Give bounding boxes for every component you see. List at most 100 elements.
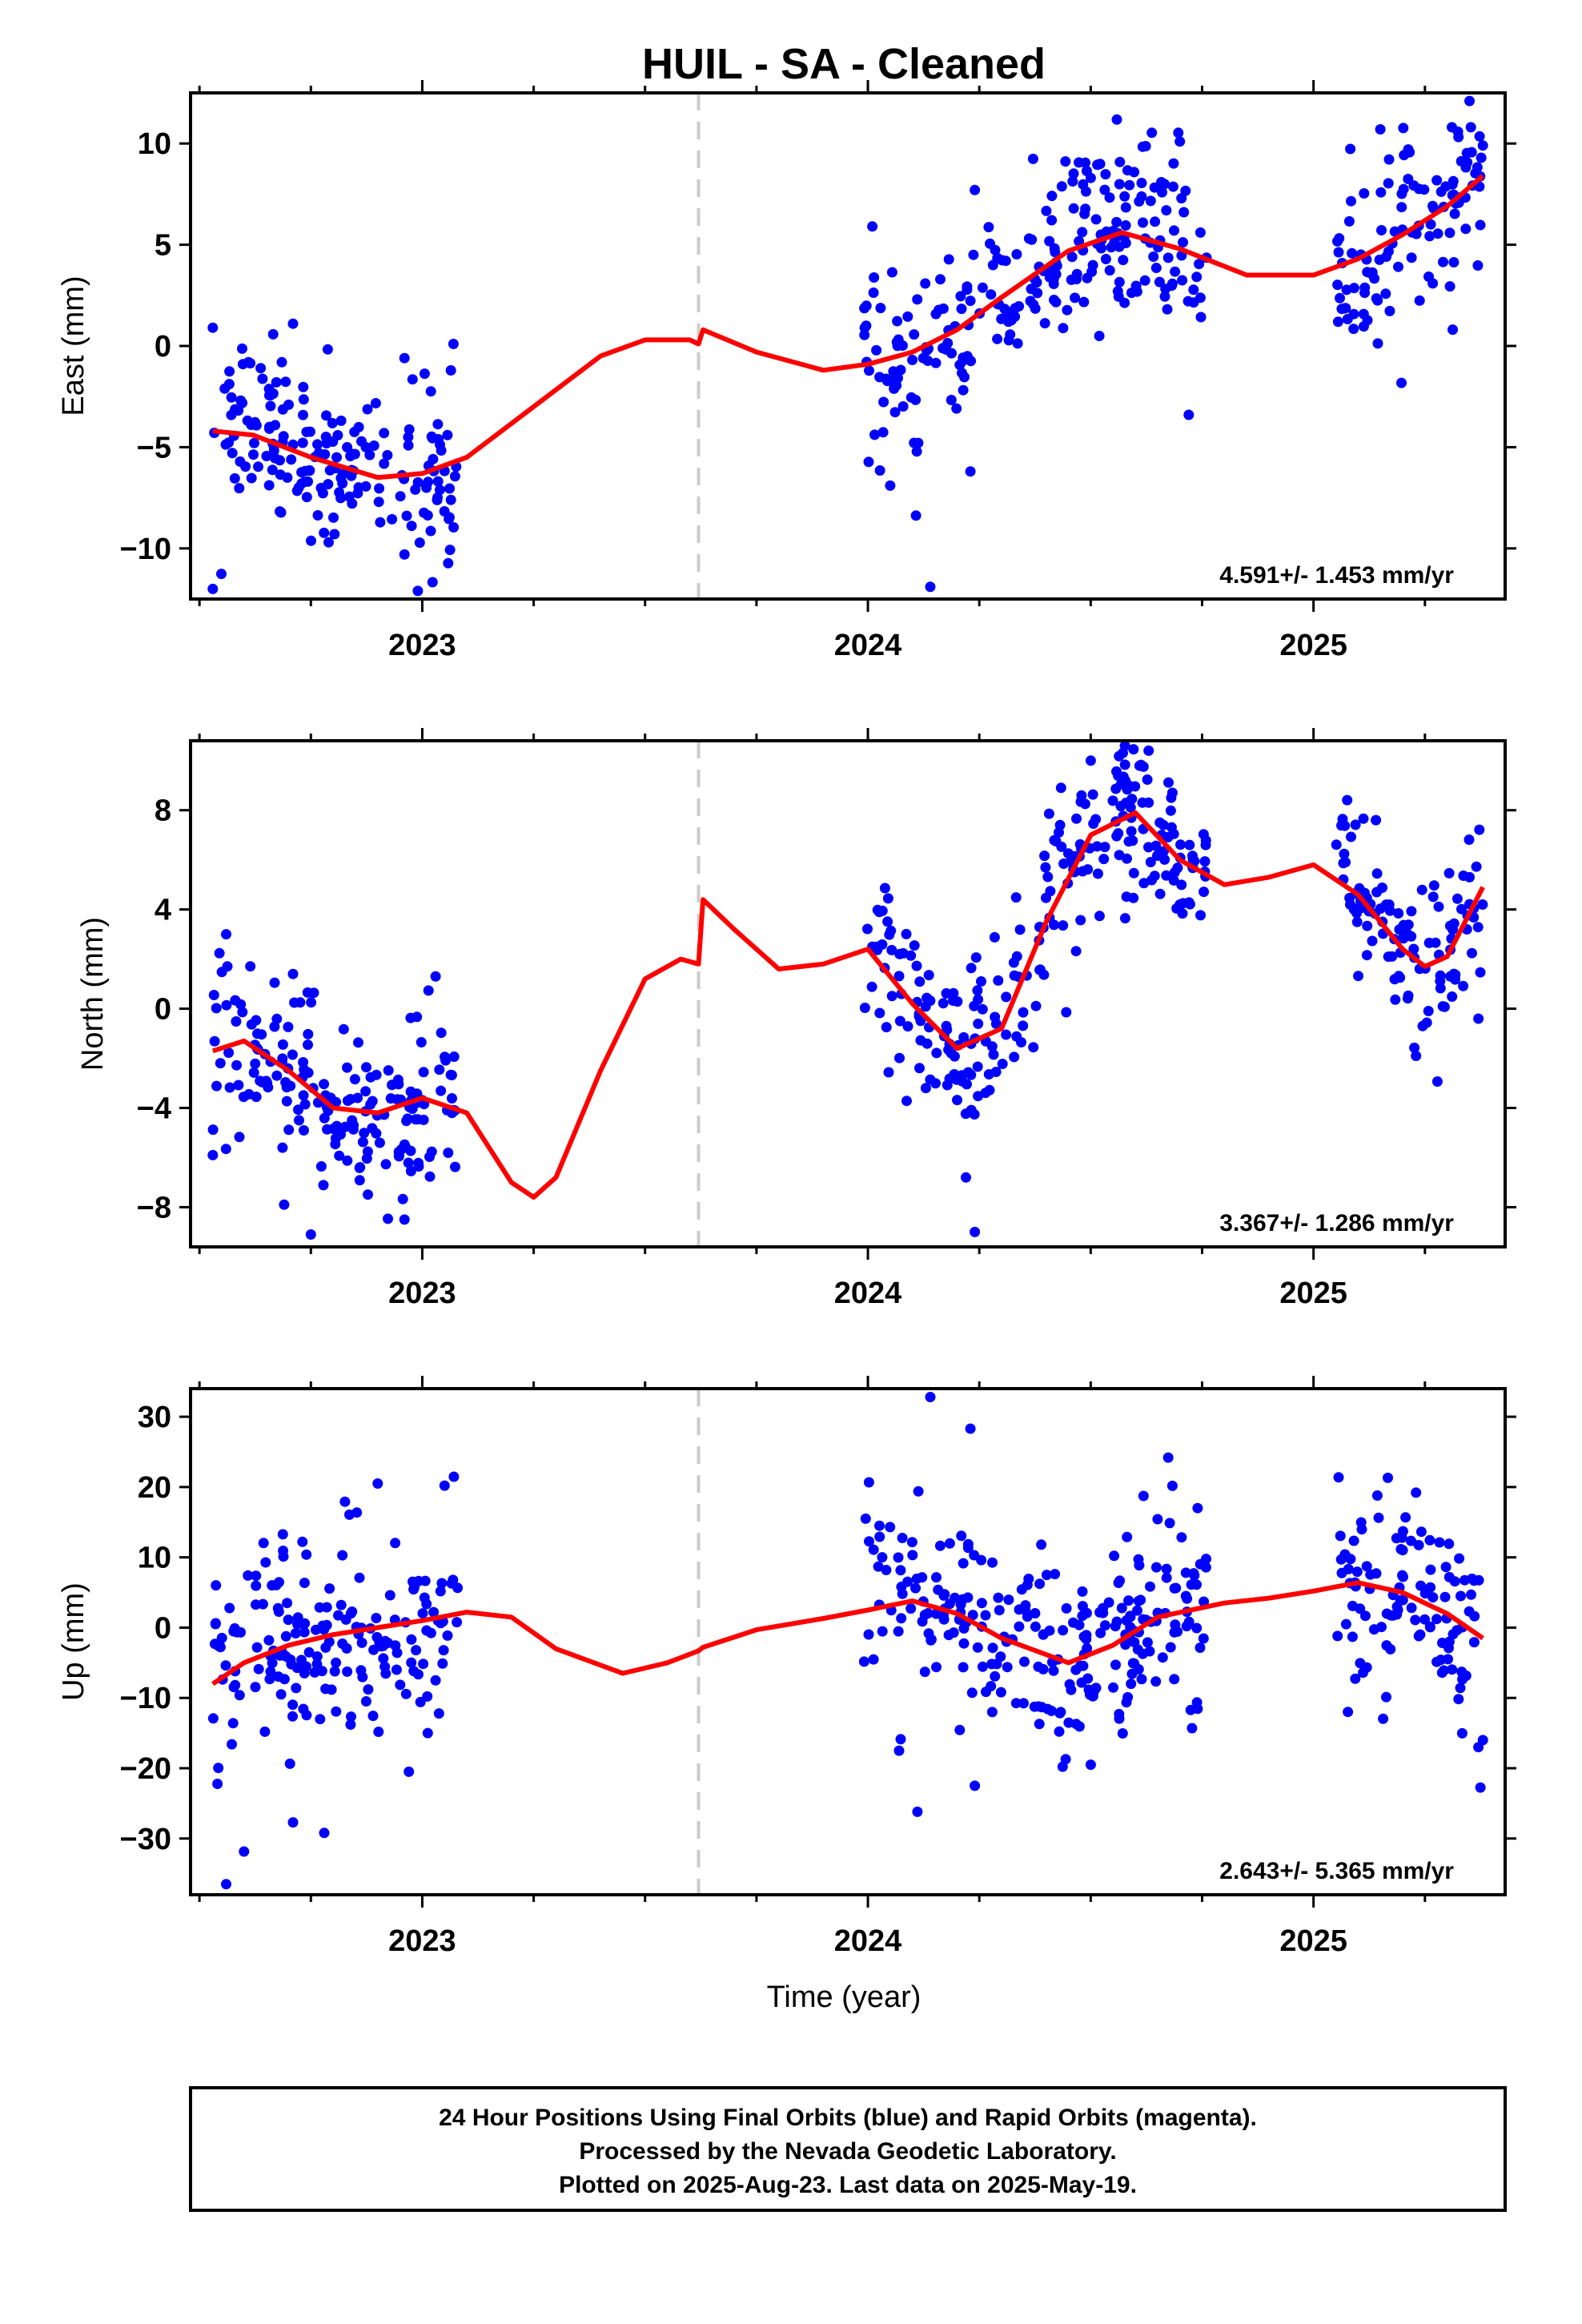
up-data-point bbox=[1034, 1578, 1046, 1590]
east-data-point bbox=[1383, 154, 1395, 165]
east-x-tick-label: 2024 bbox=[834, 629, 902, 662]
east-data-point bbox=[996, 313, 1007, 324]
east-data-point bbox=[1104, 265, 1115, 276]
north-data-point bbox=[1189, 855, 1200, 866]
north-data-point bbox=[1054, 819, 1066, 830]
east-data-point bbox=[382, 449, 393, 460]
up-data-point bbox=[1132, 1605, 1142, 1616]
east-data-point bbox=[229, 472, 240, 484]
east-data-point bbox=[432, 476, 444, 487]
up-data-point bbox=[315, 1714, 326, 1725]
north-data-point bbox=[1087, 789, 1098, 800]
east-data-point bbox=[1154, 276, 1165, 287]
east-data-point bbox=[1068, 168, 1079, 179]
north-data-point bbox=[208, 990, 219, 1000]
up-data-point bbox=[1398, 1571, 1408, 1582]
up-data-point bbox=[251, 1580, 262, 1591]
north-data-point bbox=[1371, 814, 1382, 826]
north-data-point bbox=[877, 939, 888, 950]
north-data-point bbox=[347, 1124, 359, 1135]
north-data-point bbox=[1115, 801, 1126, 812]
up-data-point bbox=[1355, 1658, 1366, 1669]
east-data-point bbox=[925, 581, 936, 593]
up-data-point bbox=[877, 1626, 888, 1637]
up-data-point bbox=[958, 1638, 970, 1649]
up-data-point bbox=[344, 1509, 355, 1520]
up-data-point bbox=[1365, 1569, 1376, 1580]
up-data-point bbox=[1434, 1537, 1445, 1548]
east-data-point bbox=[1396, 202, 1407, 213]
up-y-tick-label: 30 bbox=[138, 1401, 171, 1434]
north-data-point bbox=[1389, 974, 1400, 985]
north-data-point bbox=[446, 1070, 457, 1080]
east-data-point bbox=[1167, 181, 1178, 192]
east-data-point bbox=[224, 366, 235, 377]
north-data-point bbox=[393, 1079, 404, 1090]
east-data-point bbox=[897, 401, 909, 412]
north-data-point bbox=[1427, 891, 1439, 903]
east-data-point bbox=[352, 488, 363, 499]
north-data-point bbox=[1082, 864, 1094, 875]
north-data-point bbox=[1009, 1051, 1020, 1063]
north-data-point bbox=[305, 1229, 316, 1240]
up-data-point bbox=[1192, 1502, 1203, 1514]
up-data-point bbox=[1415, 1526, 1427, 1538]
up-x-tick-label: 2024 bbox=[834, 1924, 902, 1958]
up-data-point bbox=[339, 1496, 351, 1507]
east-data-point bbox=[869, 429, 880, 440]
up-data-point bbox=[319, 1827, 330, 1839]
north-data-point bbox=[1200, 839, 1211, 850]
north-data-point bbox=[1146, 875, 1157, 886]
north-data-point bbox=[262, 1077, 273, 1088]
east-data-point bbox=[403, 432, 414, 443]
up-data-point bbox=[282, 1598, 293, 1609]
up-data-point bbox=[958, 1622, 970, 1634]
up-data-point bbox=[893, 1745, 905, 1756]
north-data-point bbox=[874, 1007, 885, 1019]
up-data-point bbox=[224, 1602, 235, 1614]
north-data-point bbox=[224, 1082, 235, 1093]
east-data-point bbox=[1114, 179, 1125, 190]
north-data-point bbox=[399, 1139, 410, 1150]
up-data-point bbox=[438, 1645, 449, 1656]
north-data-point bbox=[405, 1165, 416, 1176]
east-data-point bbox=[1119, 297, 1130, 308]
east-data-point bbox=[331, 452, 342, 463]
north-data-point bbox=[909, 940, 920, 951]
up-data-point bbox=[251, 1570, 262, 1582]
north-data-point bbox=[1034, 964, 1046, 975]
north-data-point bbox=[298, 1057, 309, 1068]
up-data-point bbox=[1085, 1759, 1096, 1771]
east-data-point bbox=[373, 497, 384, 508]
east-data-point bbox=[912, 294, 923, 305]
east-data-point bbox=[1168, 158, 1179, 169]
north-data-point bbox=[245, 961, 256, 972]
east-data-point bbox=[1150, 216, 1161, 227]
east-data-point bbox=[955, 291, 966, 302]
up-data-point bbox=[987, 1642, 998, 1654]
north-data-point bbox=[1071, 813, 1082, 824]
north-data-point bbox=[233, 1080, 244, 1091]
north-data-point bbox=[362, 1146, 373, 1157]
north-data-point bbox=[1390, 994, 1401, 1005]
east-data-point bbox=[1447, 122, 1457, 133]
up-data-point bbox=[422, 1727, 433, 1739]
north-data-point bbox=[993, 975, 1004, 986]
up-data-point bbox=[1074, 1660, 1086, 1671]
up-data-point bbox=[1456, 1590, 1466, 1602]
up-data-point bbox=[1162, 1452, 1174, 1463]
north-data-point bbox=[990, 1011, 1001, 1023]
east-data-point bbox=[312, 439, 323, 450]
east-data-point bbox=[443, 557, 454, 569]
up-data-point bbox=[1381, 1691, 1391, 1703]
north-data-point bbox=[1423, 937, 1435, 948]
north-data-point bbox=[972, 1061, 983, 1072]
north-data-point bbox=[1447, 991, 1458, 1002]
east-data-point bbox=[356, 436, 367, 447]
up-data-point bbox=[913, 1486, 924, 1497]
north-data-point bbox=[1030, 1000, 1042, 1011]
up-data-point bbox=[317, 1620, 328, 1631]
east-data-point bbox=[1100, 169, 1111, 180]
up-data-point bbox=[406, 1634, 417, 1645]
up-data-point bbox=[1117, 1728, 1128, 1739]
